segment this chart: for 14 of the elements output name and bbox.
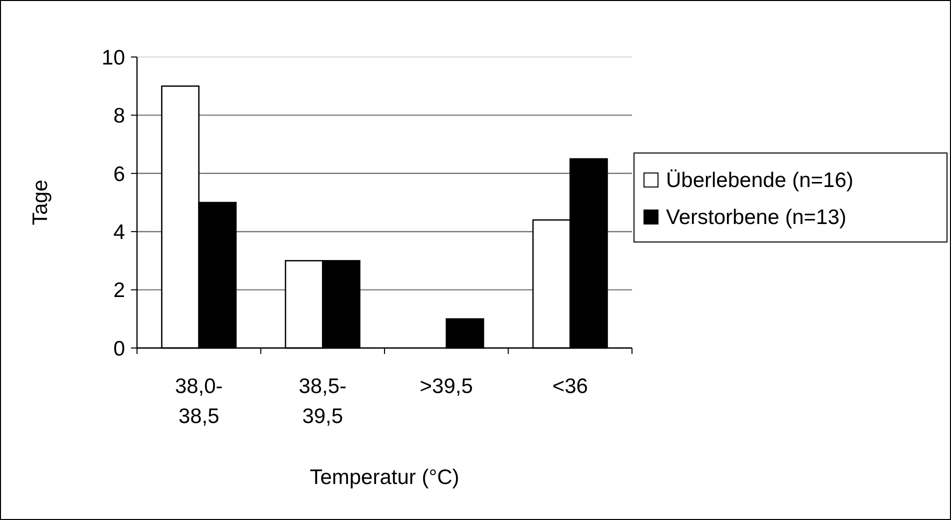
legend-label: Verstorbene (n=13)	[666, 206, 846, 229]
x-tick-label: >39,5	[420, 375, 473, 398]
x-tick-label: 38,5-39,5	[298, 375, 347, 428]
y-axis-title: Tage	[29, 180, 52, 226]
legend-label: Überlebende (n=16)	[666, 169, 854, 192]
y-tick-label: 8	[113, 104, 125, 128]
y-tick-label: 10	[102, 46, 125, 70]
y-tick-label: 2	[113, 279, 125, 302]
y-tick-label: 0	[113, 337, 125, 360]
x-tick-label: 38,0-38,5	[174, 375, 223, 428]
x-tick-label: <36	[552, 375, 588, 398]
y-tick-label: 6	[113, 162, 125, 186]
y-tick-label: 4	[113, 220, 126, 244]
x-axis-title: Temperatur (°C)	[310, 466, 460, 489]
